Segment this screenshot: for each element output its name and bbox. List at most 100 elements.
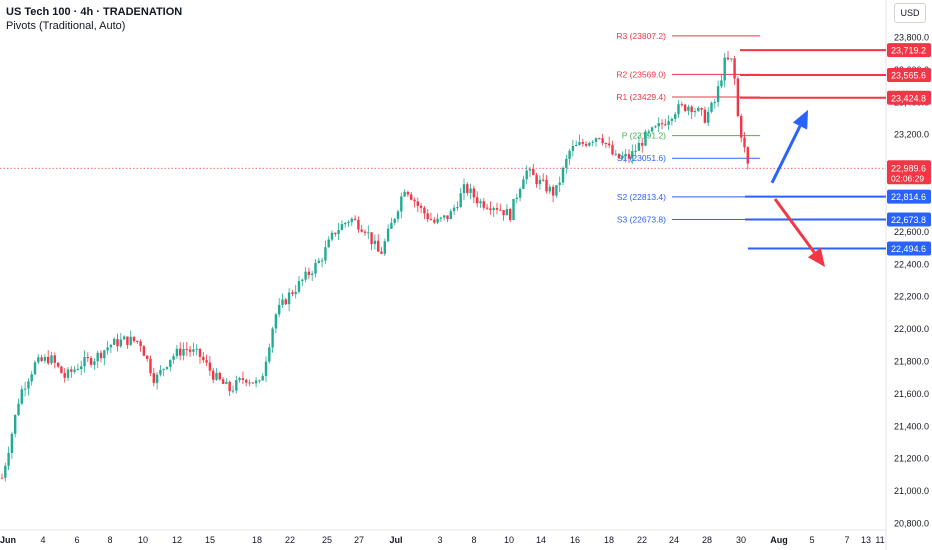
pivot-label-s1: S1 (23051.6)	[617, 153, 666, 163]
candle-body	[393, 218, 396, 223]
candle-body	[495, 208, 499, 210]
candle-body	[83, 356, 86, 367]
candle-body	[53, 355, 56, 363]
candle-body	[208, 362, 212, 371]
candle-body	[350, 218, 353, 222]
candle-body	[367, 232, 370, 234]
candle-body	[347, 221, 350, 224]
candle-body	[433, 219, 436, 223]
candle-body	[584, 143, 588, 146]
candle-body	[301, 279, 304, 282]
y-tick-label: 21,600.0	[894, 389, 929, 399]
candle-body	[334, 232, 337, 235]
candle-body	[73, 369, 76, 372]
x-tick-label: 3	[437, 535, 442, 545]
y-tick-label: 23,800.0	[894, 33, 929, 43]
candle-body	[129, 336, 132, 345]
candle-body	[588, 142, 591, 146]
candle-body	[202, 356, 205, 361]
candle-body	[743, 137, 746, 148]
chart-title: US Tech 100 · 4h · TRADENATION	[6, 6, 183, 18]
candle-body	[324, 247, 327, 261]
candle-body	[93, 361, 96, 365]
candle-body	[373, 240, 377, 245]
indicator-label: Pivots (Traditional, Auto)	[6, 20, 126, 32]
candle-body	[697, 107, 700, 111]
x-tick-label: 30	[736, 535, 746, 545]
candle-body	[192, 349, 195, 352]
candle-body	[594, 138, 598, 142]
candle-body	[677, 104, 680, 115]
candle-body	[268, 347, 271, 362]
candle-body	[139, 341, 142, 347]
candle-body	[281, 299, 284, 305]
candle-body	[723, 57, 726, 81]
candle-body	[423, 207, 426, 214]
x-tick-label: 28	[702, 535, 712, 545]
candle-body	[241, 378, 245, 380]
candle-body	[416, 201, 419, 206]
candle-body	[30, 374, 33, 382]
candle-body	[548, 186, 551, 192]
candle-body	[248, 382, 251, 384]
candle-body	[733, 58, 736, 79]
y-tick-label: 22,400.0	[894, 259, 929, 269]
candle-body	[40, 357, 43, 361]
down-arrow-shaft	[773, 198, 816, 254]
candle-body	[614, 153, 617, 155]
candle-body	[37, 357, 40, 363]
candle-body	[555, 184, 558, 196]
candle-body	[132, 336, 136, 341]
candle-body	[96, 352, 99, 362]
x-tick-label: 22	[285, 535, 295, 545]
candle-body	[254, 380, 258, 384]
x-tick-label: 8	[471, 535, 476, 545]
candle-body	[17, 403, 20, 415]
candle-body	[136, 340, 139, 342]
candle-body	[169, 359, 172, 368]
level-price-label: 22,814.6	[891, 192, 926, 202]
pivot-label-s2: S2 (22813.4)	[617, 192, 666, 202]
candle-body	[429, 218, 433, 220]
candle-body	[172, 356, 175, 360]
candle-body	[410, 194, 413, 200]
candle-body	[482, 201, 485, 208]
candle-body	[245, 379, 248, 383]
candle-body	[56, 362, 60, 367]
candle-body	[505, 209, 509, 216]
level-price-label: 23,565.6	[891, 70, 926, 80]
candle-body	[284, 299, 287, 305]
candle-body	[515, 197, 518, 199]
candle-body	[565, 158, 568, 168]
candle-body	[70, 369, 73, 372]
candle-body	[591, 141, 594, 143]
currency-button[interactable]: USD	[894, 3, 926, 23]
candle-body	[327, 239, 330, 248]
candle-body	[660, 123, 664, 125]
candle-body	[0, 477, 4, 479]
candle-body	[221, 379, 225, 384]
candle-body	[212, 370, 215, 380]
candle-body	[182, 349, 185, 356]
current-price-box	[887, 160, 931, 185]
candle-body	[654, 126, 657, 128]
candle-body	[287, 292, 291, 305]
candle-body	[528, 169, 532, 171]
candle-body	[476, 197, 479, 204]
candle-body	[459, 193, 462, 208]
candle-body	[317, 260, 320, 263]
candle-body	[624, 154, 627, 157]
candle-body	[551, 186, 555, 196]
y-tick-label: 21,400.0	[894, 421, 929, 431]
y-tick-label: 22,200.0	[894, 292, 929, 302]
candle-body	[162, 368, 165, 370]
x-tick-label: Jul	[389, 535, 402, 545]
candle-body	[406, 191, 410, 195]
candle-body	[452, 207, 456, 212]
candle-body	[650, 127, 654, 132]
up-arrow-head	[792, 109, 808, 130]
y-tick-label: 22,000.0	[894, 324, 929, 334]
candle-body	[637, 143, 641, 151]
candle-body	[235, 380, 238, 391]
